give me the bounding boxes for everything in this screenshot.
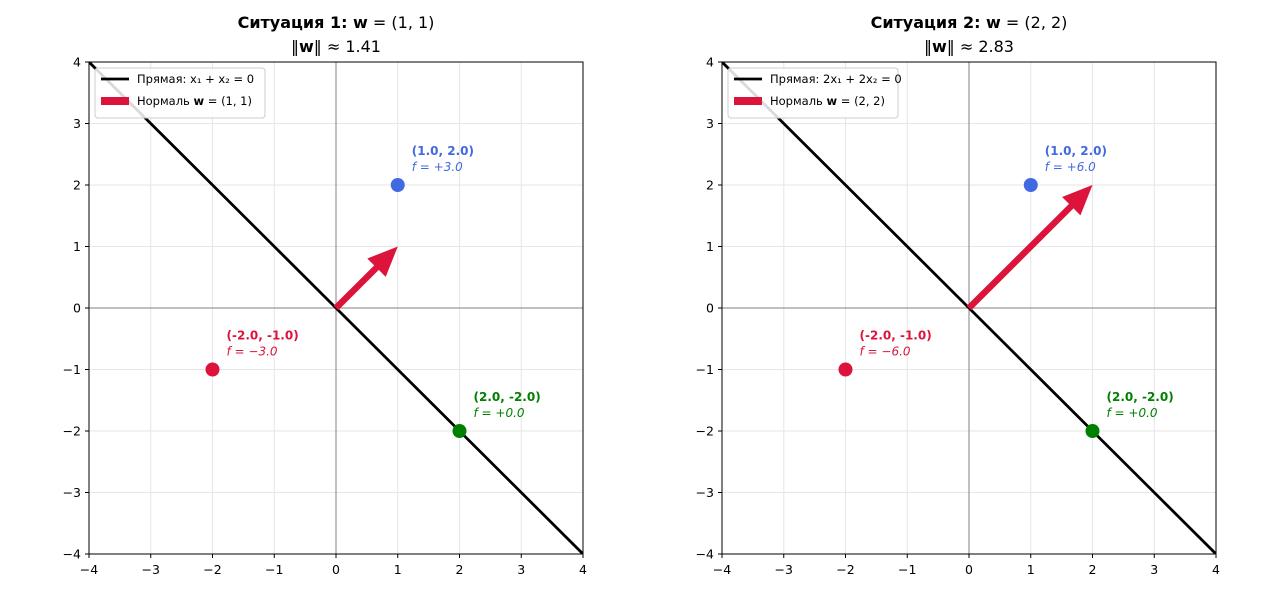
x-tick-label: −4	[80, 562, 98, 577]
y-tick-label: 0	[706, 301, 714, 316]
data-point-f-value: f = +0.0	[474, 406, 525, 420]
data-point	[1085, 424, 1100, 438]
y-tick-label: 4	[706, 55, 714, 70]
normal-vector-arrow	[333, 246, 398, 311]
x-tick-label: 1	[394, 562, 402, 577]
data-point-label: (2.0, -2.0)	[1107, 390, 1174, 404]
legend-arrow-icon	[734, 97, 762, 105]
y-tick-label: 1	[706, 239, 714, 254]
x-tick-label: 0	[965, 562, 973, 577]
legend-label-normal: Нормаль w = (2, 2)	[770, 94, 885, 108]
chart-panel-2: (1.0, 2.0) f = +6.0 (-2.0, -1.0) f = −6.0 (2…	[696, 13, 1220, 577]
y-tick-label: 3	[706, 116, 714, 131]
y-tick-label: −4	[696, 547, 714, 562]
x-tick-label: −3	[775, 562, 793, 577]
y-tick-label: 1	[73, 239, 81, 254]
x-tick-label: 2	[1089, 562, 1097, 577]
data-point-f-value: f = +6.0	[1045, 160, 1096, 174]
y-tick-label: 2	[706, 178, 714, 193]
data-point-label: (1.0, 2.0)	[1045, 144, 1107, 158]
y-tick-label: −1	[696, 362, 714, 377]
y-tick-label: −1	[63, 362, 81, 377]
x-tick-label: −2	[203, 562, 221, 577]
data-point-f-value: f = +3.0	[412, 160, 463, 174]
data-point-label: (-2.0, -1.0)	[227, 329, 299, 343]
normal-vector-arrow	[966, 185, 1093, 311]
y-tick-label: 0	[73, 301, 81, 316]
legend-label-line: Прямая: 2x₁ + 2x₂ = 0	[770, 72, 902, 86]
legend-box	[727, 67, 899, 119]
x-tick-label: 3	[517, 562, 525, 577]
x-tick-label: −4	[713, 562, 731, 577]
x-tick-label: 2	[456, 562, 464, 577]
legend: Прямая: x₁ + x₂ = 0 Нормаль w = (1, 1)	[94, 67, 266, 119]
data-point-label: (2.0, -2.0)	[474, 390, 541, 404]
y-tick-label: −2	[696, 424, 714, 439]
data-point-label: (-2.0, -1.0)	[860, 329, 932, 343]
chart-panel-1: (1.0, 2.0) f = +3.0 (-2.0, -1.0) f = −3.0 (2…	[63, 13, 587, 577]
chart-title: Ситуация 2: w = (2, 2)	[871, 13, 1068, 32]
y-tick-label: −3	[696, 485, 714, 500]
chart-title: Ситуация 1: w = (1, 1)	[238, 13, 435, 32]
data-point	[205, 362, 220, 377]
x-tick-label: 3	[1150, 562, 1158, 577]
y-tick-label: −3	[63, 485, 81, 500]
x-tick-label: 4	[579, 562, 587, 577]
legend-label-line: Прямая: x₁ + x₂ = 0	[137, 72, 254, 86]
x-tick-label: −2	[836, 562, 854, 577]
x-tick-label: −1	[265, 562, 283, 577]
x-tick-label: 1	[1027, 562, 1035, 577]
y-tick-label: −4	[63, 547, 81, 562]
data-point	[452, 424, 467, 438]
data-point	[838, 362, 853, 377]
x-tick-label: −1	[898, 562, 916, 577]
x-tick-label: −3	[142, 562, 160, 577]
data-point-label: (1.0, 2.0)	[412, 144, 474, 158]
x-tick-label: 4	[1212, 562, 1220, 577]
y-tick-label: −2	[63, 424, 81, 439]
data-point-f-value: f = −6.0	[860, 345, 911, 359]
legend-box	[94, 67, 266, 119]
legend-label-normal: Нормаль w = (1, 1)	[137, 94, 252, 108]
legend-arrow-icon	[101, 97, 129, 105]
data-point	[1023, 178, 1038, 192]
y-tick-label: 3	[73, 116, 81, 131]
y-tick-label: 4	[73, 55, 81, 70]
legend: Прямая: 2x₁ + 2x₂ = 0 Нормаль w = (2, 2)	[727, 67, 902, 119]
data-point	[390, 178, 405, 192]
x-tick-label: 0	[332, 562, 340, 577]
y-tick-label: 2	[73, 178, 81, 193]
data-point-f-value: f = −3.0	[227, 345, 278, 359]
data-point-f-value: f = +0.0	[1107, 406, 1158, 420]
chart-subtitle: ‖w‖ ≈ 1.41	[291, 37, 381, 56]
chart-subtitle: ‖w‖ ≈ 2.83	[924, 37, 1014, 56]
